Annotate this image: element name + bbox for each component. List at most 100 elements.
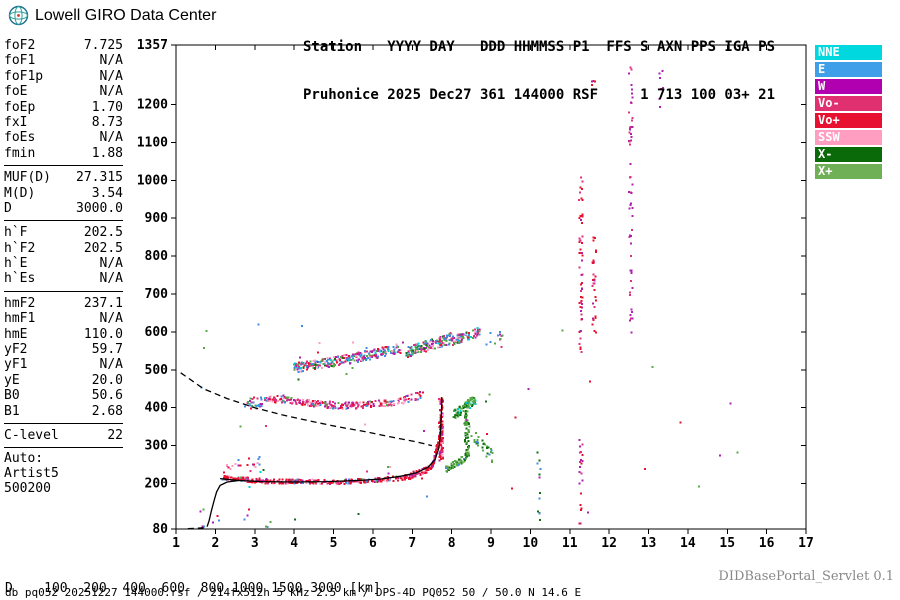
param-label: foE — [4, 84, 28, 100]
param-row: foEp 1.70 — [4, 100, 123, 115]
x-tick-label: 15 — [719, 536, 735, 551]
legend: NNE E W Vo- Vo+ SSW X- X+ — [815, 45, 882, 181]
param-row: M(D) 3.54 — [4, 186, 123, 201]
param-label: fxI — [4, 114, 28, 130]
echo-points — [199, 66, 739, 528]
param-label: D — [4, 200, 12, 216]
y-tick-label: 80 — [152, 522, 168, 537]
x-tick-label: 9 — [487, 536, 495, 551]
param-value: N/A — [99, 84, 123, 100]
param-value: N/A — [99, 311, 123, 327]
muf-table: D 100 200 400 600 800 1000 1500 3000 [km… — [5, 553, 389, 600]
param-row: hmE 110.0 — [4, 327, 123, 342]
param-row: fxI 8.73 — [4, 115, 123, 130]
param-value: 20.0 — [91, 372, 123, 388]
param-row: D 3000.0 — [4, 201, 123, 216]
param-divider — [4, 422, 123, 424]
y-tick-label: 500 — [145, 363, 169, 378]
param-row: foE N/A — [4, 84, 123, 99]
param-label: foF2 — [4, 38, 36, 53]
x-tick-label: 4 — [290, 536, 298, 551]
x-tick-label: 13 — [641, 536, 657, 551]
param-value: 59.7 — [91, 342, 123, 358]
param-label: foEs — [4, 130, 36, 146]
param-row: h`E N/A — [4, 256, 123, 271]
legend-item-e: E — [815, 62, 882, 77]
param-row: fmin 1.88 — [4, 146, 123, 161]
station-header: Station YYYY DAY DDD HHMMSS P1 FFS S AXN… — [303, 7, 775, 135]
x-tick-label: 10 — [523, 536, 539, 551]
brand-title: Lowell GIRO Data Center — [35, 6, 217, 24]
param-label: yF2 — [4, 342, 28, 358]
param-divider — [4, 220, 123, 222]
param-label: B0 — [4, 388, 20, 404]
distance-row: D 100 200 400 600 800 1000 1500 3000 [km… — [5, 581, 381, 596]
param-label: fmin — [4, 145, 36, 161]
x-tick-label: 6 — [369, 536, 377, 551]
x-tick-label: 7 — [408, 536, 416, 551]
station-header-line1: Station YYYY DAY DDD HHMMSS P1 FFS S AXN… — [303, 39, 776, 55]
y-tick-label: 900 — [145, 211, 169, 226]
param-row: MUF(D) 27.315 — [4, 170, 123, 185]
param-divider — [4, 447, 123, 449]
param-label: hmE — [4, 326, 28, 342]
x-tick-label: 3 — [251, 536, 259, 551]
param-divider — [4, 290, 123, 292]
legend-item-voplus: Vo+ — [815, 113, 882, 128]
trace-lines — [180, 372, 443, 530]
param-label: h`Es — [4, 271, 36, 287]
legend-item-nne: NNE — [815, 45, 882, 60]
param-value: N/A — [99, 256, 123, 272]
y-tick-label: 600 — [145, 325, 169, 340]
param-value: 237.1 — [83, 295, 123, 311]
param-row: B0 50.6 — [4, 388, 123, 403]
legend-item-vominus: Vo- — [815, 96, 882, 111]
param-value: 50.6 — [91, 388, 123, 404]
parameter-panel: foF2 7.725 foF1 N/A foF1p N/A foE N/A foEp 1.70 fx… — [4, 38, 123, 449]
x-tick-label: 11 — [562, 536, 578, 551]
x-tick-label: 1 — [172, 536, 180, 551]
param-value: 22 — [107, 427, 123, 443]
param-row: yF2 59.7 — [4, 342, 123, 357]
x-tick-label: 2 — [211, 536, 219, 551]
profile-rise-line — [206, 479, 240, 527]
param-value: 1.88 — [91, 145, 123, 161]
x-tick-label: 5 — [330, 536, 338, 551]
param-label: yE — [4, 372, 20, 388]
x-tick-label: 8 — [448, 536, 456, 551]
param-label: h`F2 — [4, 240, 36, 256]
auto-block: Auto: Artist5 500200 — [4, 452, 123, 496]
param-value: N/A — [99, 130, 123, 146]
param-label: B1 — [4, 403, 20, 419]
param-label: M(D) — [4, 185, 36, 201]
auto-label: Auto: — [4, 451, 44, 467]
giro-logo-icon — [8, 5, 29, 26]
param-label: hmF1 — [4, 311, 36, 327]
y-tick-label: 1357 — [137, 38, 168, 53]
param-row: yF1 N/A — [4, 357, 123, 372]
param-value: 8.73 — [91, 114, 123, 130]
parameter-sidebar: foF2 7.725 foF1 N/A foF1p N/A foE N/A foEp 1.70 fx… — [4, 38, 123, 496]
y-tick-label: 1200 — [137, 98, 168, 113]
file-info: db pq052 20251227 144000.rsf / 214fx512h… — [5, 586, 582, 599]
param-label: hmF2 — [4, 295, 36, 311]
transmission-curve-line — [180, 372, 433, 447]
legend-item-xplus: X+ — [815, 164, 882, 179]
param-row: foF1p N/A — [4, 69, 123, 84]
param-row: yE 20.0 — [4, 373, 123, 388]
param-value: 3000.0 — [76, 200, 123, 216]
param-label: h`F — [4, 225, 28, 241]
param-value: 2.68 — [91, 403, 123, 419]
fitted-trace-line — [220, 397, 443, 483]
param-row: hmF1 N/A — [4, 311, 123, 326]
param-value: 110.0 — [83, 326, 123, 342]
y-tick-label: 200 — [145, 477, 169, 492]
param-label: foF1 — [4, 53, 36, 69]
param-value: 27.315 — [76, 170, 123, 186]
legend-item-xminus: X- — [815, 147, 882, 162]
legend-item-ssw: SSW — [815, 130, 882, 145]
param-row: hmF2 237.1 — [4, 296, 123, 311]
auto-program: Artist5 — [4, 465, 59, 481]
